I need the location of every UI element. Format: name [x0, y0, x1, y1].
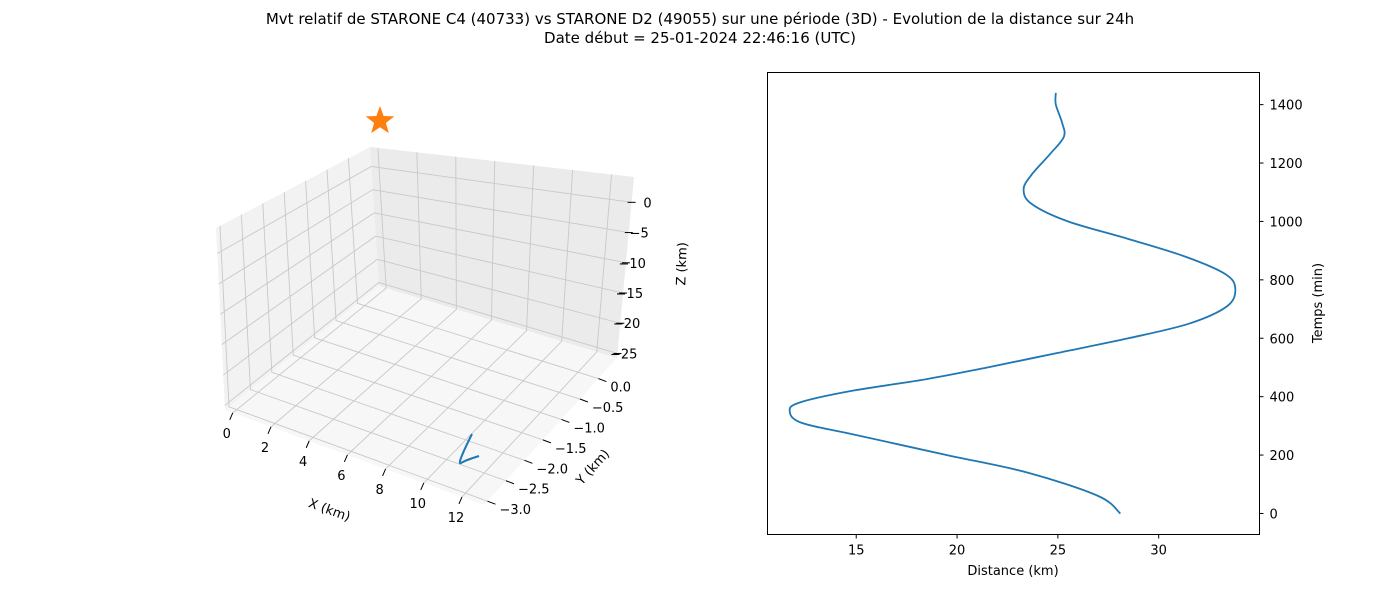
z-gridline: [223, 258, 621, 376]
z-tick-label: 0: [643, 196, 651, 211]
x-gridline: [423, 169, 574, 484]
time-axis-label: Temps (min): [1311, 263, 1326, 344]
start-star-marker: [365, 106, 395, 134]
x-gridline: [308, 156, 457, 442]
x-gridline: [385, 165, 535, 470]
x-tick-label: 2: [261, 441, 269, 456]
y-tick: [542, 439, 552, 444]
y-tick-label: 0.0: [610, 381, 631, 396]
pane-left: [216, 147, 379, 410]
y-gridline: [262, 203, 525, 461]
x-gridline: [270, 152, 422, 428]
trajectory-line: [458, 433, 480, 465]
y-gridline: [347, 158, 599, 380]
z-gridline: [221, 235, 624, 346]
x-tick: [305, 440, 310, 449]
y-tick: [524, 459, 533, 464]
distance-tick-label: 20: [949, 544, 966, 559]
x-tick: [420, 482, 425, 491]
y-gridline: [326, 169, 581, 400]
time-tick-label: 800: [1270, 274, 1295, 289]
title-line-2: Date début = 25-01-2024 22:46:16 (UTC): [544, 29, 856, 47]
z-tick-label: −10: [619, 257, 646, 272]
y-tick-label: −1.0: [573, 421, 605, 436]
x-tick-label: 12: [448, 511, 465, 526]
y-gridline: [240, 214, 507, 482]
y-tick-label: −0.5: [592, 401, 624, 416]
chart-title: Mvt relatif de STARONE C4 (40733) vs STA…: [0, 10, 1400, 48]
x-tick: [343, 454, 348, 463]
y-tick: [579, 398, 589, 403]
time-tick-label: 400: [1270, 391, 1295, 406]
y-tick-label: −1.5: [555, 442, 587, 457]
x-tick: [382, 468, 387, 477]
z-tick-label: −25: [610, 347, 637, 362]
z-gridline: [218, 189, 629, 285]
x-tick-label: 6: [337, 469, 345, 484]
y-tick-label: −2.0: [536, 462, 568, 477]
pane-back: [370, 147, 634, 358]
distance-series-line: [788, 92, 1237, 515]
plot-distance-vs-time: 15 20 25 30 0 200 400 600 800 1000 1200 1400 Distan…: [767, 72, 1326, 579]
plot-3d-trajectory: 0 2 4 6 8 10 12 0.0 −0.5 −1.0 −1.5 −2.0 −2.5 −3.0 0 −5 −…: [216, 106, 691, 526]
distance-tick-label: 25: [1050, 544, 1067, 559]
y-gridline: [283, 192, 544, 441]
ticks-2d: 15 20 25 30 0 200 400 600 800 1000 1200 1400: [848, 99, 1303, 559]
distance-axis-label: Distance (km): [967, 564, 1058, 579]
x-gridline: [461, 174, 613, 498]
time-tick-label: 1200: [1270, 157, 1303, 172]
time-tick-label: 0: [1270, 507, 1278, 522]
time-tick-label: 1000: [1270, 215, 1303, 230]
y-gridline: [305, 180, 562, 420]
grid-3d: [217, 147, 632, 502]
z-tick-label: −20: [613, 317, 640, 332]
y-tick-label: −2.5: [518, 483, 550, 498]
x-gridline: [232, 147, 387, 414]
time-tick-label: 600: [1270, 332, 1295, 347]
y-tick: [505, 480, 515, 485]
z-axis-label: Z (km): [674, 242, 691, 286]
y-gridline: [219, 225, 488, 502]
x-tick: [229, 412, 234, 421]
distance-tick-label: 15: [848, 544, 865, 559]
y-tick: [598, 378, 607, 383]
z-tick-label: −5: [630, 227, 649, 242]
distance-tick-label: 30: [1150, 544, 1167, 559]
time-tick-label: 1400: [1270, 99, 1303, 114]
x-gridline: [347, 161, 496, 456]
x-axis-label: X (km): [306, 496, 352, 525]
x-tick: [458, 496, 463, 505]
time-tick-label: 200: [1270, 449, 1295, 464]
title-line-1: Mvt relatif de STARONE C4 (40733) vs STA…: [265, 10, 1135, 28]
x-tick-label: 8: [375, 483, 383, 498]
x-tick-label: 10: [410, 497, 427, 512]
y-tick: [487, 500, 496, 505]
plot-frame: [767, 72, 1260, 535]
x-tick: [267, 426, 272, 435]
z-gridline: [217, 165, 632, 254]
y-tick: [561, 418, 570, 423]
ticks-3d: 0 2 4 6 8 10 12 0.0 −0.5 −1.0 −1.5 −2.0 −2.5 −3.0 0 −5 −…: [223, 196, 652, 526]
z-tick-label: −15: [616, 287, 643, 302]
z-gridline: [224, 282, 618, 406]
y-tick-label: −3.0: [499, 503, 531, 518]
z-gridline: [220, 212, 627, 315]
x-tick-label: 4: [299, 455, 307, 470]
x-tick-label: 0: [223, 427, 231, 442]
